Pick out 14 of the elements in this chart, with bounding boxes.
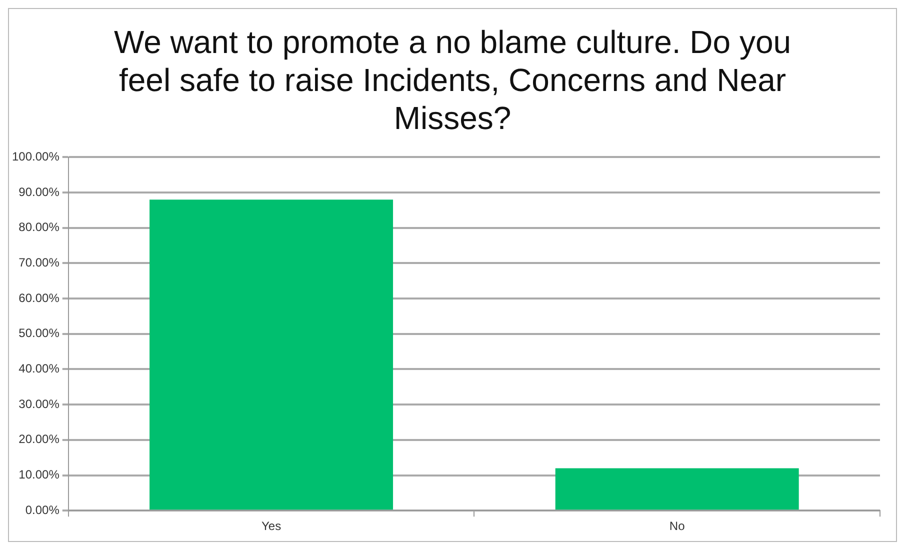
y-tick-label: 60.00% bbox=[18, 290, 60, 305]
x-tick-label: No bbox=[669, 519, 686, 534]
chart-title: We want to promote a no blame culture. Do you feel safe to raise Incidents, Concerns and Near Misses? bbox=[112, 23, 792, 137]
y-tick-label: 20.00% bbox=[18, 432, 60, 446]
y-tick-label: 0.00% bbox=[25, 502, 60, 517]
y-tick-label: 40.00% bbox=[18, 362, 60, 376]
y-tick-label: 70.00% bbox=[18, 256, 60, 270]
y-tick-label: 10.00% bbox=[18, 468, 60, 482]
y-tick-label: 100.00% bbox=[12, 150, 60, 164]
y-tick-label: 90.00% bbox=[18, 184, 60, 199]
y-tick-label: 80.00% bbox=[18, 220, 60, 234]
y-tick-label: 30.00% bbox=[18, 396, 60, 411]
y-tick-label: 50.00% bbox=[18, 326, 60, 340]
x-tick-label: Yes bbox=[261, 519, 282, 534]
